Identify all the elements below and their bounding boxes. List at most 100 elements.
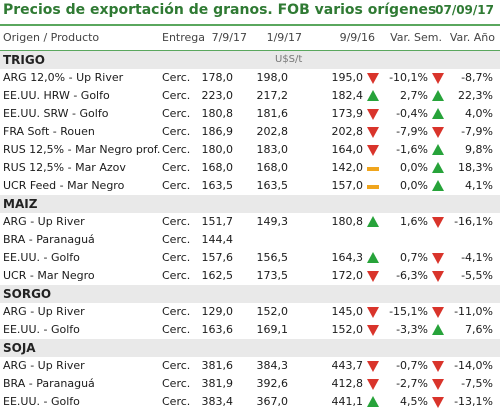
flat-dash-icon (367, 167, 379, 171)
cell-delivery: Cerc. (162, 89, 191, 102)
table-row: EE.UU. - Golfo Cerc. 383,4 367,0 441,1 4,5% -1… (0, 393, 500, 411)
cell-week-change: -0,4% (396, 107, 428, 120)
cell-delivery: Cerc. (162, 305, 191, 318)
arrow-down-icon (367, 379, 379, 390)
unit-label: U$S/t (275, 54, 303, 65)
report-date: 07/09/17 (435, 3, 494, 17)
cell-year-change: 4,1% (465, 179, 493, 192)
cell-price-1: 163,5 (201, 179, 234, 192)
cell-delivery: Cerc. (162, 377, 191, 390)
cell-price-2: 217,2 (256, 89, 289, 102)
section-name: MAIZ (3, 197, 38, 211)
arrow-down-icon (432, 73, 444, 84)
cell-origin: ARG 12,0% - Up River (3, 71, 124, 84)
col-date-1: 7/9/17 (211, 31, 247, 44)
header-divider (0, 50, 500, 51)
cell-delivery: Cerc. (162, 143, 191, 156)
cell-price-1: 383,4 (201, 395, 234, 408)
cell-delivery: Cerc. (162, 395, 191, 408)
col-origin: Origen / Producto (3, 31, 100, 44)
cell-price-2: 181,6 (256, 107, 289, 120)
arrow-up-icon (432, 108, 444, 119)
cell-week-change: -15,1% (389, 305, 428, 318)
cell-year-change: 18,3% (458, 161, 493, 174)
cell-week-change: -6,3% (396, 269, 428, 282)
table-row: EE.UU. SRW - Golfo Cerc. 180,8 181,6 173,9 -0… (0, 105, 500, 123)
cell-price-2: 156,5 (256, 251, 289, 264)
cell-price-3: 145,0 (331, 305, 364, 318)
cell-week-change: -0,7% (396, 359, 428, 372)
cell-year-change: -5,5% (461, 269, 493, 282)
section-header: SOJA (0, 339, 500, 357)
arrow-down-icon (432, 271, 444, 282)
cell-origin: RUS 12,5% - Mar Negro prof. (3, 143, 161, 156)
cell-price-1: 144,4 (201, 233, 234, 246)
cell-week-change: 0,0% (400, 179, 428, 192)
cell-price-1: 168,0 (201, 161, 234, 174)
cell-week-change: 1,6% (400, 215, 428, 228)
section-header: MAIZ (0, 195, 500, 213)
cell-price-3: 157,0 (331, 179, 364, 192)
cell-delivery: Cerc. (162, 107, 191, 120)
section-name: SORGO (3, 287, 52, 301)
cell-year-change: 22,3% (458, 89, 493, 102)
cell-price-1: 157,6 (201, 251, 234, 264)
table-row: RUS 12,5% - Mar Negro prof. Cerc. 180,0 183… (0, 141, 500, 159)
cell-price-3: 182,4 (331, 89, 364, 102)
section-header: SORGO (0, 285, 500, 303)
cell-week-change: -1,6% (396, 143, 428, 156)
cell-year-change: 9,8% (465, 143, 493, 156)
cell-year-change: -7,9% (461, 125, 493, 138)
table-row: ARG - Up River Cerc. 381,6 384,3 443,7 -0,7% -… (0, 357, 500, 375)
col-date-3: 9/9/16 (339, 31, 375, 44)
cell-price-3: 173,9 (331, 107, 364, 120)
table-row: EE.UU. HRW - Golfo Cerc. 223,0 217,2 182,4 2,… (0, 87, 500, 105)
cell-week-change: -10,1% (389, 71, 428, 84)
section-header: TRIGO U$S/t (0, 51, 500, 69)
cell-price-2: 163,5 (256, 179, 289, 192)
cell-week-change: 2,7% (400, 89, 428, 102)
arrow-down-icon (367, 271, 379, 282)
cell-price-2: 384,3 (256, 359, 289, 372)
cell-delivery: Cerc. (162, 71, 191, 84)
cell-price-2: 202,8 (256, 125, 289, 138)
cell-price-2: 198,0 (256, 71, 289, 84)
cell-year-change: -14,0% (454, 359, 493, 372)
cell-year-change: -16,1% (454, 215, 493, 228)
cell-delivery: Cerc. (162, 359, 191, 372)
arrow-down-icon (432, 127, 444, 138)
cell-delivery: Cerc. (162, 161, 191, 174)
col-year-change: Var. Año (449, 31, 495, 44)
arrow-down-icon (432, 361, 444, 372)
arrow-down-icon (432, 379, 444, 390)
arrow-down-icon (367, 325, 379, 336)
arrow-up-icon (432, 324, 444, 335)
cell-year-change: 7,6% (465, 323, 493, 336)
cell-price-1: 180,8 (201, 107, 234, 120)
cell-price-2: 183,0 (256, 143, 289, 156)
cell-origin: RUS 12,5% - Mar Azov (3, 161, 126, 174)
table-row: UCR Feed - Mar Negro Cerc. 163,5 163,5 157,0… (0, 177, 500, 195)
cell-price-2: 152,0 (256, 305, 289, 318)
cell-price-1: 381,9 (201, 377, 234, 390)
cell-origin: EE.UU. - Golfo (3, 323, 80, 336)
title-divider (0, 24, 500, 26)
cell-price-2: 173,5 (256, 269, 289, 282)
cell-week-change: 0,0% (400, 161, 428, 174)
arrow-up-icon (367, 216, 379, 227)
arrow-down-icon (367, 145, 379, 156)
cell-year-change: -7,5% (461, 377, 493, 390)
arrow-down-icon (367, 127, 379, 138)
cell-price-2: 168,0 (256, 161, 289, 174)
cell-price-3: 195,0 (331, 71, 364, 84)
cell-price-1: 186,9 (201, 125, 234, 138)
cell-price-3: 180,8 (331, 215, 364, 228)
section-name: SOJA (3, 341, 36, 355)
cell-week-change: -3,3% (396, 323, 428, 336)
arrow-up-icon (432, 144, 444, 155)
arrow-down-icon (432, 307, 444, 318)
cell-origin: BRA - Paranaguá (3, 377, 95, 390)
cell-price-2: 392,6 (256, 377, 289, 390)
cell-price-3: 412,8 (331, 377, 364, 390)
cell-price-1: 163,6 (201, 323, 234, 336)
